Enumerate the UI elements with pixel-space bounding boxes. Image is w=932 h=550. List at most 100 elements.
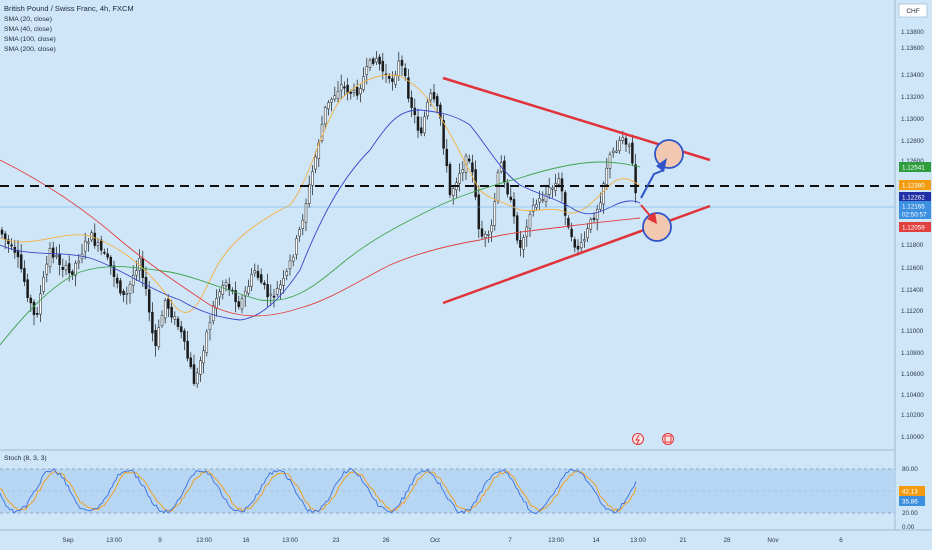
candle-body: [448, 164, 452, 196]
price-axis[interactable]: 1.13800 1.13600 1.13400 1.13200 1.13000 1.128…: [901, 29, 924, 441]
candle-body: [71, 271, 74, 276]
price-badge: [899, 192, 931, 202]
candle-body: [397, 60, 401, 77]
candle-body: [560, 178, 564, 192]
candle-body: [506, 182, 509, 195]
candle-body: [419, 127, 423, 134]
stochastic-lines: [0, 467, 637, 515]
calendar-event-icon[interactable]: [662, 433, 674, 445]
candle-body: [208, 321, 212, 330]
candle-body: [480, 228, 484, 237]
price-tick-label: 1.10400: [901, 392, 924, 399]
candle-body: [135, 270, 138, 276]
price-tick-label: 1.11000: [901, 328, 924, 335]
candle-body: [541, 199, 545, 202]
price-badge: [899, 162, 931, 172]
candle-body: [256, 270, 260, 278]
candle-body: [362, 76, 365, 90]
price-tick-label: 1.10200: [901, 412, 924, 419]
stoch-badge-label: 42.13: [902, 489, 918, 496]
time-tick-label: 13:00: [196, 537, 212, 544]
candle-body: [627, 144, 631, 147]
flash-event-icon[interactable]: [632, 433, 644, 445]
price-badge: [899, 209, 931, 219]
stoch-tick-label: 20.00: [902, 510, 918, 517]
candle-body: [490, 225, 493, 233]
time-tick-label: 13:00: [548, 537, 564, 544]
candle-body: [266, 284, 269, 298]
candle-body: [323, 107, 327, 125]
time-axis[interactable]: Sep 13:00 9 13:00 16 13:00 23 26 Oct 7 13:00 14 13:0…: [62, 537, 843, 544]
stoch-badges: 42.13 35.86: [899, 486, 925, 506]
candle-body: [77, 260, 81, 264]
price-badge: [899, 180, 931, 190]
stoch-tick-label: 0.00: [902, 524, 915, 531]
time-tick-label: 13:00: [630, 537, 646, 544]
price-badge-label: 1.12165: [902, 204, 925, 211]
candle-body: [253, 270, 257, 274]
candle-body: [531, 204, 535, 212]
candle-body: [592, 217, 596, 220]
stoch-axis[interactable]: 80.00 20.00 0.00: [902, 466, 918, 531]
candle-body: [301, 219, 305, 229]
candle-body: [275, 288, 279, 295]
candle-body: [282, 278, 285, 286]
candle-body: [176, 318, 180, 327]
price-tick-label: 1.11400: [901, 287, 924, 294]
candle-body: [263, 282, 266, 286]
candle-body: [48, 247, 52, 268]
price-tick-label: 1.10800: [901, 350, 924, 357]
price-badge-label: 1.12262: [902, 195, 925, 202]
bearish-arrow: [640, 204, 653, 219]
candle-body: [147, 289, 151, 313]
candle-body: [179, 326, 183, 333]
time-tick-label: 26: [382, 537, 390, 544]
candle-body: [39, 293, 42, 315]
price-tick-label: 1.10600: [901, 371, 924, 378]
candle-body: [189, 357, 193, 368]
candle-body: [144, 277, 148, 290]
bearish-target-circle[interactable]: [642, 212, 672, 242]
candle-body: [509, 196, 513, 201]
price-tick-label: 1.11800: [901, 242, 924, 249]
price-tick-label: 1.13800: [901, 29, 924, 36]
candle-body: [538, 198, 541, 203]
candle-body: [611, 150, 615, 153]
price-tick-label: 1.13000: [901, 116, 924, 123]
price-tick-label: 1.11200: [901, 308, 924, 315]
currency-selector[interactable]: [898, 3, 928, 18]
time-tick-label: 6: [839, 537, 843, 544]
candle-body: [355, 87, 359, 96]
candle-body: [311, 171, 314, 186]
candle-body: [471, 162, 474, 173]
candle-body: [272, 295, 276, 298]
candle-body: [544, 193, 548, 202]
price-tick-label: 1.10000: [901, 434, 924, 441]
bullish-target-circle[interactable]: [654, 139, 684, 169]
time-tick-label: 21: [679, 537, 687, 544]
candle-body: [535, 204, 538, 208]
candle-body: [218, 291, 221, 298]
candle-body: [195, 372, 199, 385]
candle-body: [317, 142, 321, 159]
candle-body: [573, 239, 577, 248]
candle-body: [381, 60, 385, 72]
candle-body: [19, 254, 23, 270]
candle-body: [96, 242, 100, 246]
time-tick-label: Oct: [430, 537, 440, 544]
candle-body: [477, 194, 481, 230]
candle-body: [64, 264, 68, 271]
candle-body: [304, 203, 308, 223]
candle-body: [224, 282, 228, 287]
time-tick-label: 14: [592, 537, 600, 544]
candle-body: [403, 67, 407, 77]
candle-body: [291, 256, 295, 262]
sma-200-line: [0, 159, 641, 317]
time-tick-label: Nov: [767, 537, 779, 544]
event-icons: [632, 433, 674, 445]
candle-body: [285, 271, 289, 276]
candle-body: [199, 360, 202, 375]
candle-body: [624, 138, 628, 145]
candle-body: [583, 239, 586, 242]
